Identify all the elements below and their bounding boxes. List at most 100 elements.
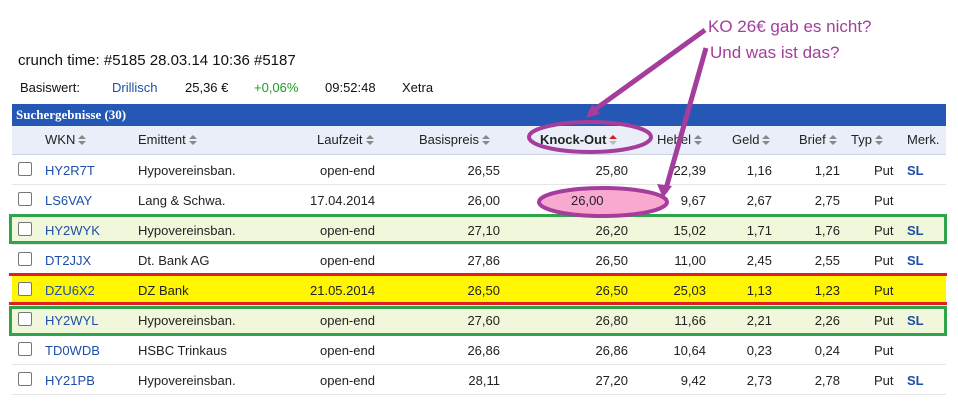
brief-cell: 2,78 <box>814 373 840 388</box>
sort-icon <box>693 135 702 145</box>
geld-cell: 2,21 <box>746 313 772 328</box>
basispreis-cell: 26,86 <box>467 343 500 358</box>
col-geld[interactable]: Geld <box>732 132 771 147</box>
brief-cell: 2,55 <box>814 253 840 268</box>
brief-cell: 1,76 <box>814 223 840 238</box>
wkn-link[interactable]: LS6VAY <box>45 193 93 208</box>
brief-cell: 1,23 <box>814 283 840 298</box>
row-checkbox[interactable] <box>18 252 32 266</box>
typ-cell: Put <box>874 373 894 388</box>
typ-cell: Put <box>874 163 894 178</box>
table-row[interactable]: TD0WDB HSBC Trinkaus open-end 26,86 26,8… <box>12 335 946 365</box>
basispreis-cell: 27,10 <box>467 223 500 238</box>
col-laufzeit[interactable]: Laufzeit <box>317 132 374 147</box>
wkn-link[interactable]: TD0WDB <box>45 343 100 358</box>
emittent-cell: Hypovereinsban. <box>138 163 236 178</box>
emittent-cell: Lang & Schwa. <box>138 193 226 208</box>
col-wkn[interactable]: WKN <box>45 132 87 147</box>
table-row[interactable]: HY2WYK Hypovereinsban. open-end 27,10 26… <box>12 215 946 245</box>
results-panel-header: Suchergebnisse (30) <box>12 104 946 126</box>
basiswert-exchange: Xetra <box>402 80 434 95</box>
table-row[interactable]: HY2WYL Hypovereinsban. open-end 27,60 26… <box>12 305 946 335</box>
stop-loss-link[interactable]: SL <box>907 253 924 268</box>
sort-icon <box>762 135 771 145</box>
knockout-cell: 25,80 <box>595 163 628 178</box>
geld-cell: 0,23 <box>746 343 772 358</box>
row-checkbox[interactable] <box>18 192 32 206</box>
brief-cell: 2,75 <box>814 193 840 208</box>
emittent-cell: Hypovereinsban. <box>138 373 236 388</box>
col-emittent[interactable]: Emittent <box>138 132 197 147</box>
hebel-cell: 11,00 <box>674 253 706 268</box>
geld-cell: 1,13 <box>746 283 772 298</box>
knockout-cell: 26,20 <box>595 223 628 238</box>
stop-loss-link[interactable]: SL <box>907 223 924 238</box>
row-checkbox[interactable] <box>18 312 32 326</box>
sort-icon <box>481 135 490 145</box>
emittent-cell: DZ Bank <box>138 283 189 298</box>
wkn-link[interactable]: DZU6X2 <box>45 283 95 298</box>
sort-icon <box>828 135 837 145</box>
geld-cell: 2,73 <box>746 373 772 388</box>
wkn-link[interactable]: DT2JJX <box>45 253 92 268</box>
annotation-arrow <box>588 27 707 116</box>
stop-loss-link[interactable]: SL <box>907 313 924 328</box>
wkn-link[interactable]: HY2WYL <box>45 313 99 328</box>
basiswert-time: 09:52:48 <box>325 80 376 95</box>
table-row[interactable]: DT2JJX Dt. Bank AG open-end 27,86 26,50 … <box>12 245 946 275</box>
table-row[interactable]: HY2R7T Hypovereinsban. open-end 26,55 25… <box>12 155 946 185</box>
hebel-cell: 9,67 <box>680 193 706 208</box>
basispreis-cell: 26,50 <box>467 283 500 298</box>
brief-cell: 0,24 <box>814 343 840 358</box>
typ-cell: Put <box>874 193 894 208</box>
col-knockout[interactable]: Knock-Out <box>540 132 618 147</box>
knockout-cell: 26,50 <box>595 253 628 268</box>
row-checkbox[interactable] <box>18 282 32 296</box>
typ-cell: Put <box>874 283 894 298</box>
stop-loss-link[interactable]: SL <box>907 373 924 388</box>
hebel-cell: 15,02 <box>673 223 706 238</box>
basiswert-name-link[interactable]: Drillisch <box>112 80 158 95</box>
knockout-cell: 26,86 <box>595 343 628 358</box>
laufzeit-cell: 21.05.2014 <box>310 283 376 298</box>
row-checkbox[interactable] <box>18 222 32 236</box>
col-hebel[interactable]: Hebel <box>657 132 702 147</box>
row-checkbox[interactable] <box>18 342 32 356</box>
hebel-cell: 25,03 <box>673 283 706 298</box>
basispreis-cell: 27,86 <box>467 253 500 268</box>
col-brief[interactable]: Brief <box>799 132 837 147</box>
typ-cell: Put <box>874 343 894 358</box>
wkn-link[interactable]: HY21PB <box>45 373 95 388</box>
row-checkbox[interactable] <box>18 162 32 176</box>
basispreis-cell: 27,60 <box>467 313 500 328</box>
emittent-cell: Hypovereinsban. <box>138 223 236 238</box>
emittent-cell: Dt. Bank AG <box>138 253 210 268</box>
wkn-link[interactable]: HY2WYK <box>45 223 100 238</box>
sort-active-icon <box>609 135 618 145</box>
row-checkbox[interactable] <box>18 372 32 386</box>
sort-icon <box>188 135 197 145</box>
basiswert-label: Basiswert: <box>20 80 80 95</box>
col-basispreis[interactable]: Basispreis <box>419 132 490 147</box>
basispreis-cell: 28,11 <box>468 373 500 388</box>
annotation-note: KO 26€ gab es nicht? Und was ist das? <box>708 14 872 66</box>
brief-cell: 2,26 <box>814 313 840 328</box>
emittent-cell: Hypovereinsban. <box>138 313 236 328</box>
basiswert-price: 25,36 € <box>185 80 229 95</box>
table-header: WKN Emittent Laufzeit Basispreis Knock-O… <box>12 126 946 155</box>
crunch-time-title: crunch time: #5185 28.03.14 10:36 #5187 <box>18 52 296 69</box>
sort-icon <box>874 135 883 145</box>
typ-cell: Put <box>874 253 894 268</box>
geld-cell: 2,67 <box>746 193 772 208</box>
knockout-highlight-value: 26,00 <box>571 193 604 208</box>
hebel-cell: 10,64 <box>673 343 706 358</box>
table-row[interactable]: HY21PB Hypovereinsban. open-end 28,11 27… <box>12 365 946 395</box>
table-row[interactable]: DZU6X2 DZ Bank 21.05.2014 26,50 26,50 25… <box>12 275 946 305</box>
knockout-cell: 27,20 <box>595 373 628 388</box>
table-row[interactable]: LS6VAY Lang & Schwa. 17.04.2014 26,00 26… <box>12 185 946 215</box>
typ-cell: Put <box>874 223 894 238</box>
wkn-link[interactable]: HY2R7T <box>45 163 95 178</box>
geld-cell: 2,45 <box>746 253 772 268</box>
stop-loss-link[interactable]: SL <box>907 163 924 178</box>
col-typ[interactable]: Typ <box>851 132 883 147</box>
